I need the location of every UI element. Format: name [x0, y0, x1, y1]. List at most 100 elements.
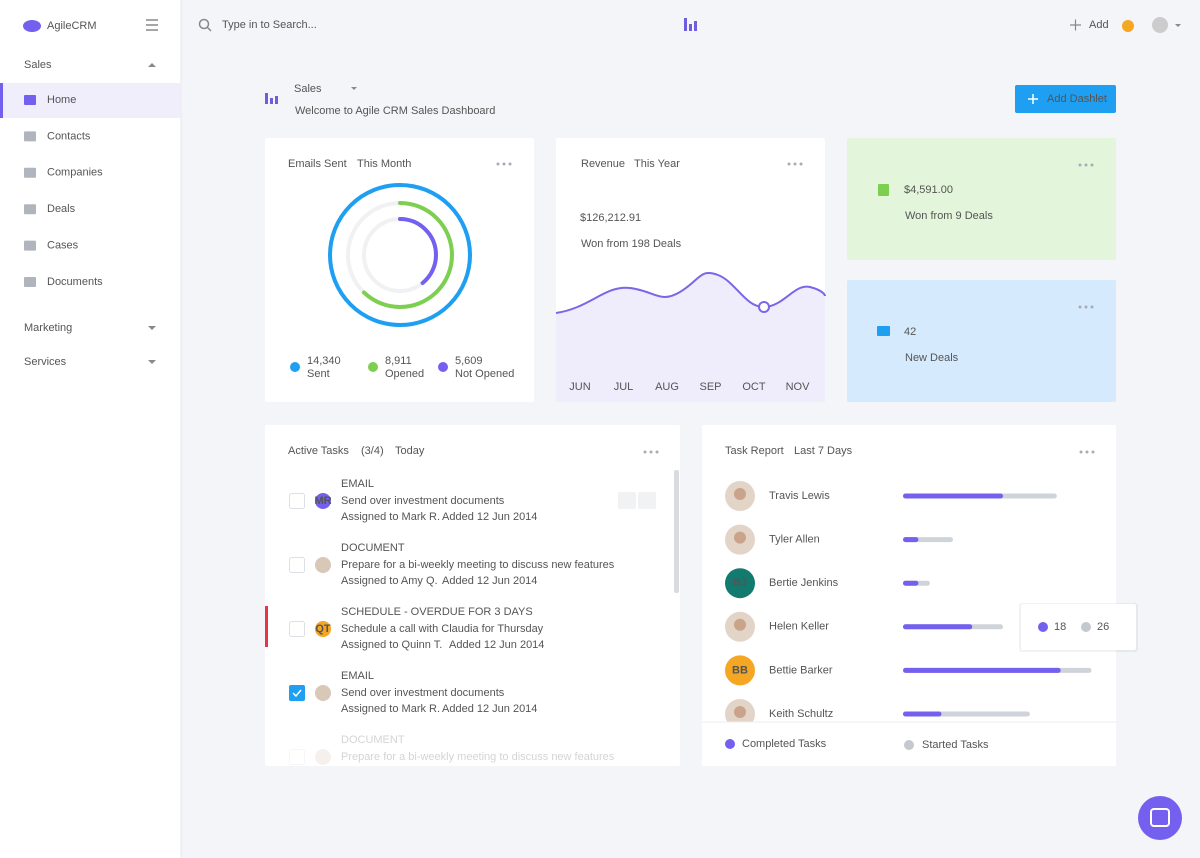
more-dot[interactable] — [502, 162, 506, 166]
task-title[interactable]: Send over investment documents — [341, 495, 505, 507]
caret — [148, 360, 156, 364]
tooltip-value: 18 — [1054, 621, 1066, 633]
month-label: SEP — [699, 381, 721, 393]
person-initials: BJ — [733, 577, 747, 589]
stat-value: 5,609 — [455, 355, 483, 367]
more-dot[interactable] — [1090, 305, 1094, 309]
task-title[interactable]: Schedule a call with Claudia for Thursda… — [341, 623, 544, 635]
assignee-avatar — [315, 621, 331, 637]
brand-logo — [23, 20, 41, 32]
task-item: QT SCHEDULE - OVERDUE FOR 3 DAYS Schedule … — [265, 606, 544, 651]
more-dot[interactable] — [1079, 450, 1083, 454]
add-dashlet-label[interactable]: Add Dashlet — [1047, 93, 1107, 105]
add-button[interactable]: Add — [1089, 19, 1109, 31]
page-icon — [275, 96, 278, 104]
more-dot[interactable] — [508, 162, 512, 166]
section-title[interactable]: Sales — [24, 59, 52, 71]
month-label: JUN — [569, 381, 590, 393]
legend-dot — [290, 362, 300, 372]
add-dashlet-button[interactable] — [1015, 85, 1116, 113]
page-title: Sales — [294, 83, 322, 95]
more-dot[interactable] — [787, 162, 791, 166]
task-title[interactable]: Send over investment documents — [341, 687, 505, 699]
checkbox[interactable] — [289, 557, 305, 573]
task-action[interactable] — [618, 492, 636, 509]
more-dot[interactable] — [793, 162, 797, 166]
logo-bar — [684, 18, 687, 31]
task-action[interactable] — [638, 492, 656, 509]
stat-value: 14,340 — [307, 355, 341, 367]
month-label: AUG — [655, 381, 679, 393]
more-dot[interactable] — [1091, 450, 1095, 454]
deals-note: New Deals — [905, 352, 959, 364]
nav-item[interactable]: Cases — [47, 240, 79, 252]
checkbox[interactable] — [289, 493, 305, 509]
nav-icon — [24, 204, 36, 215]
chat-icon — [1150, 808, 1170, 827]
more-dot[interactable] — [799, 162, 803, 166]
task-type: DOCUMENT — [341, 734, 405, 746]
completed-bar — [903, 537, 919, 543]
task-title[interactable]: Prepare for a bi-weekly meeting to discu… — [341, 751, 615, 763]
month-label: OCT — [742, 381, 766, 393]
person-face — [734, 706, 746, 718]
completed-bar — [903, 711, 942, 717]
checkbox[interactable] — [289, 685, 305, 701]
nav-item[interactable]: Contacts — [47, 130, 91, 142]
nav-icon — [24, 240, 36, 251]
logo-bar — [694, 21, 697, 31]
logo-bar — [689, 24, 692, 31]
assignee-avatar — [315, 493, 331, 509]
won-amount: $4,591.00 — [904, 184, 953, 196]
caret — [1175, 24, 1181, 27]
card — [847, 138, 1116, 260]
card-title: Revenue — [581, 158, 625, 170]
tooltip-value: 26 — [1097, 621, 1109, 633]
assignee-initials: QT — [315, 623, 331, 635]
nav-item[interactable]: Home — [47, 94, 76, 106]
ring-arc — [328, 183, 472, 327]
checkbox[interactable] — [289, 621, 305, 637]
more-dot[interactable] — [655, 450, 659, 454]
more-dot[interactable] — [1078, 163, 1082, 167]
card-title: Active Tasks — [288, 445, 349, 457]
card — [265, 425, 680, 766]
more-dot[interactable] — [1085, 450, 1089, 454]
checkbox[interactable] — [289, 749, 305, 765]
more-dot[interactable] — [1078, 305, 1082, 309]
card-title: Task Report — [725, 445, 784, 457]
task-title[interactable]: Prepare for a bi-weekly meeting to discu… — [341, 559, 615, 571]
more-dot[interactable] — [643, 450, 647, 454]
sidebar — [0, 0, 181, 858]
section-title[interactable]: Marketing — [24, 322, 72, 334]
brand: AgileCRM — [47, 20, 97, 32]
coins-icon[interactable] — [1122, 20, 1134, 32]
more-dot[interactable] — [649, 450, 653, 454]
more-dot[interactable] — [1084, 305, 1088, 309]
chat-button[interactable] — [1138, 796, 1182, 840]
assignee-avatar — [315, 685, 331, 701]
page-icon — [265, 93, 268, 104]
section-title[interactable]: Services — [24, 356, 67, 368]
completed-bar — [903, 667, 1061, 673]
more-dot[interactable] — [496, 162, 500, 166]
nav-item[interactable]: Deals — [47, 203, 76, 215]
tooltip — [1021, 604, 1136, 650]
more-dot[interactable] — [1090, 163, 1094, 167]
search-input[interactable]: Type in to Search... — [222, 19, 317, 31]
task-added: Added 12 Jun 2014 — [442, 575, 537, 587]
person-face — [734, 618, 746, 631]
completed-bar — [903, 624, 973, 630]
card-period: Today — [395, 445, 425, 457]
person-name: Travis Lewis — [769, 490, 830, 502]
person-name: Bertie Jenkins — [769, 577, 839, 589]
won-note: Won from 9 Deals — [905, 210, 993, 222]
nav-item[interactable]: Companies — [47, 167, 103, 179]
more-dot[interactable] — [1084, 163, 1088, 167]
page-subtitle: Welcome to Agile CRM Sales Dashboard — [295, 105, 495, 117]
nav-item[interactable]: Documents — [47, 276, 103, 288]
task-item: EMAIL Send over investment documents Assig… — [289, 670, 537, 715]
user-avatar[interactable] — [1152, 17, 1168, 33]
legend-dot — [438, 362, 448, 372]
task-added: Added 12 Jun 2014 — [449, 639, 544, 651]
